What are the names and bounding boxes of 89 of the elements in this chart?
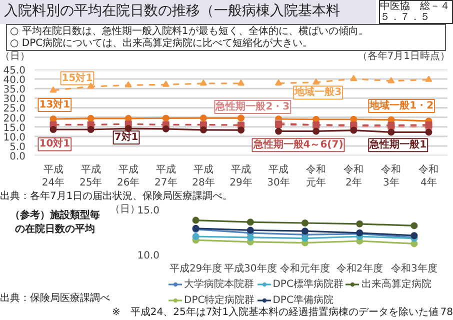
point	[275, 128, 282, 135]
x-tick-label: 令和2年	[344, 164, 364, 189]
series-label: 7対1	[114, 131, 138, 144]
point	[425, 128, 432, 136]
x-tick-label: 平成29年	[230, 164, 252, 189]
point	[162, 114, 170, 122]
point	[200, 126, 207, 134]
point	[192, 233, 200, 240]
point	[246, 226, 254, 234]
x-tick-label: 令和3年	[381, 164, 402, 189]
legend-label: 出来高算定病院	[361, 278, 432, 291]
y-tick-label: 10.0	[137, 250, 160, 262]
point	[302, 220, 308, 226]
text: ○ 平均在院日数は、急性期一般入院料1が最も短く、全体的に、横ばいの傾向。	[10, 26, 368, 37]
point	[275, 79, 282, 86]
x-tick-label: 平成24年	[42, 164, 65, 189]
x-tick-label: 平成25年	[79, 164, 102, 189]
y-tick-label: 15.0	[137, 206, 160, 216]
text: ○ DPC病院については、出来高算定病院に比べて短縮化が大きい。	[10, 38, 313, 49]
x-tick-label: 平成30年	[267, 164, 290, 189]
legend-label: 大学病院本院群	[184, 278, 254, 291]
point	[124, 81, 132, 88]
point	[388, 77, 395, 84]
y-tick-label: 35.0	[3, 84, 26, 96]
text: （参考）施設類型毎の在院日数の平均	[10, 209, 100, 237]
x-tick-label: 令和元年度	[280, 262, 330, 274]
point	[162, 80, 170, 87]
point	[87, 126, 94, 134]
series-label: 急性期一般4～6(7)	[252, 138, 344, 151]
text: （各年7月1日時点）	[357, 51, 450, 63]
x-tick-label: 平成30年度	[224, 262, 277, 274]
x-tick-label: 令和4年	[418, 164, 439, 189]
point	[200, 114, 207, 122]
point	[388, 128, 395, 136]
point	[350, 74, 358, 82]
y-axis-title: （日）	[0, 51, 30, 63]
point	[192, 216, 200, 224]
y-tick-label: 10.0	[3, 132, 26, 144]
series-label: 急性期一般2・3	[214, 100, 290, 112]
point	[312, 78, 320, 85]
point	[302, 234, 308, 242]
point	[238, 114, 244, 122]
x-tick-label: 令和3年度	[391, 262, 438, 274]
text: ５．７．５	[380, 12, 430, 23]
point	[246, 234, 254, 241]
point	[87, 82, 94, 89]
point	[87, 114, 94, 122]
series-label: 13対1	[39, 98, 70, 111]
series-label: 地域一般1・2	[368, 100, 434, 112]
legend-label: DPC準備病院	[272, 294, 334, 306]
text: 78	[440, 307, 453, 319]
y-tick-label: 15.0	[3, 122, 26, 134]
y-tick-label: 25.0	[3, 104, 26, 115]
y-tick-label: 0.0	[10, 152, 26, 162]
source-note: 出典：保険局医療課調べ	[0, 293, 110, 305]
y-tick-label: 40.0	[3, 75, 26, 86]
x-tick-label: 平成28年	[192, 164, 215, 189]
chart-title: 入院料別の平均在院日数の推移（一般病棟入院基本料	[4, 2, 340, 21]
y-tick-label: 30.0	[3, 94, 26, 106]
point	[356, 220, 364, 228]
point	[425, 76, 432, 82]
point	[312, 128, 320, 135]
y-tick-label: 20.0	[3, 113, 26, 124]
point	[162, 125, 170, 132]
series-label: 急性期一般1	[368, 138, 427, 151]
x-tick-label: 平成26年	[117, 164, 140, 189]
x-tick-label: 令和2年度	[336, 262, 383, 274]
x-tick-label: 平成29年度	[169, 262, 222, 274]
point	[246, 218, 254, 226]
series-label: 10対1	[39, 138, 70, 150]
point	[350, 126, 358, 134]
legend-label: DPC標準病院群	[272, 278, 344, 291]
point	[238, 126, 244, 134]
x-tick-label: 令和元年	[306, 164, 326, 189]
series-label: 15対1	[62, 72, 93, 84]
point	[50, 126, 57, 134]
point	[238, 79, 244, 86]
y-tick-label: 5.0	[10, 142, 26, 153]
point	[302, 228, 308, 235]
x-tick-label: 平成27年	[154, 164, 178, 189]
legend-label: DPC特定病院群	[184, 294, 255, 306]
point	[50, 86, 57, 93]
point	[410, 222, 418, 230]
source-note: 出典：各年7月1日の届出状況、保険局医療課調べ。	[0, 191, 233, 203]
y-tick-label: 45.0	[3, 66, 26, 76]
series-label: 地域一般3	[294, 86, 342, 98]
text: 中医協 総－４	[380, 1, 450, 12]
point	[200, 79, 207, 86]
text: ※ 平成24、25年は7対1入院基本料の経過措置病棟のデータを除いた値	[112, 307, 439, 319]
